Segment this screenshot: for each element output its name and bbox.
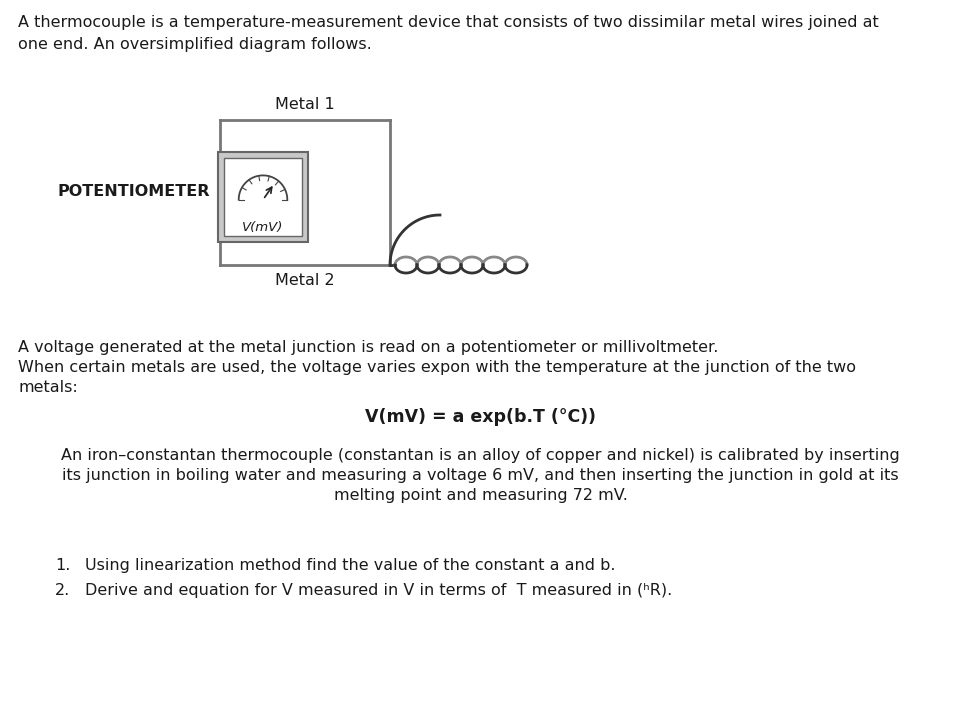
Text: Metal 2: Metal 2 bbox=[275, 273, 334, 288]
Text: 2.: 2. bbox=[55, 583, 70, 598]
Text: metals:: metals: bbox=[18, 380, 78, 395]
Text: V(mV): V(mV) bbox=[242, 221, 283, 234]
Text: V(mV) = a exp(b.T (°C)): V(mV) = a exp(b.T (°C)) bbox=[365, 408, 596, 426]
Text: When certain metals are used, the voltage varies expon with the temperature at t: When certain metals are used, the voltag… bbox=[18, 360, 856, 375]
Text: Using linearization method find the value of the constant a and b.: Using linearization method find the valu… bbox=[85, 558, 615, 573]
Text: melting point and measuring 72 mV.: melting point and measuring 72 mV. bbox=[333, 488, 628, 503]
Text: A voltage generated at the metal junction is read on a potentiometer or millivol: A voltage generated at the metal junctio… bbox=[18, 340, 719, 355]
Text: An iron–constantan thermocouple (constantan is an alloy of copper and nickel) is: An iron–constantan thermocouple (constan… bbox=[62, 448, 899, 463]
Text: Metal 1: Metal 1 bbox=[275, 97, 334, 112]
Bar bbox=[218, 152, 308, 242]
Text: 1.: 1. bbox=[55, 558, 70, 573]
Text: A thermocouple is a temperature-measurement device that consists of two dissimil: A thermocouple is a temperature-measurem… bbox=[18, 15, 878, 52]
Text: Derive and equation for V measured in V in terms of  T measured in (ʰR).: Derive and equation for V measured in V … bbox=[85, 583, 673, 598]
Text: its junction in boiling water and measuring a voltage 6 mV, and then inserting t: its junction in boiling water and measur… bbox=[62, 468, 899, 483]
Text: POTENTIOMETER: POTENTIOMETER bbox=[58, 184, 210, 200]
Bar bbox=[224, 158, 302, 236]
